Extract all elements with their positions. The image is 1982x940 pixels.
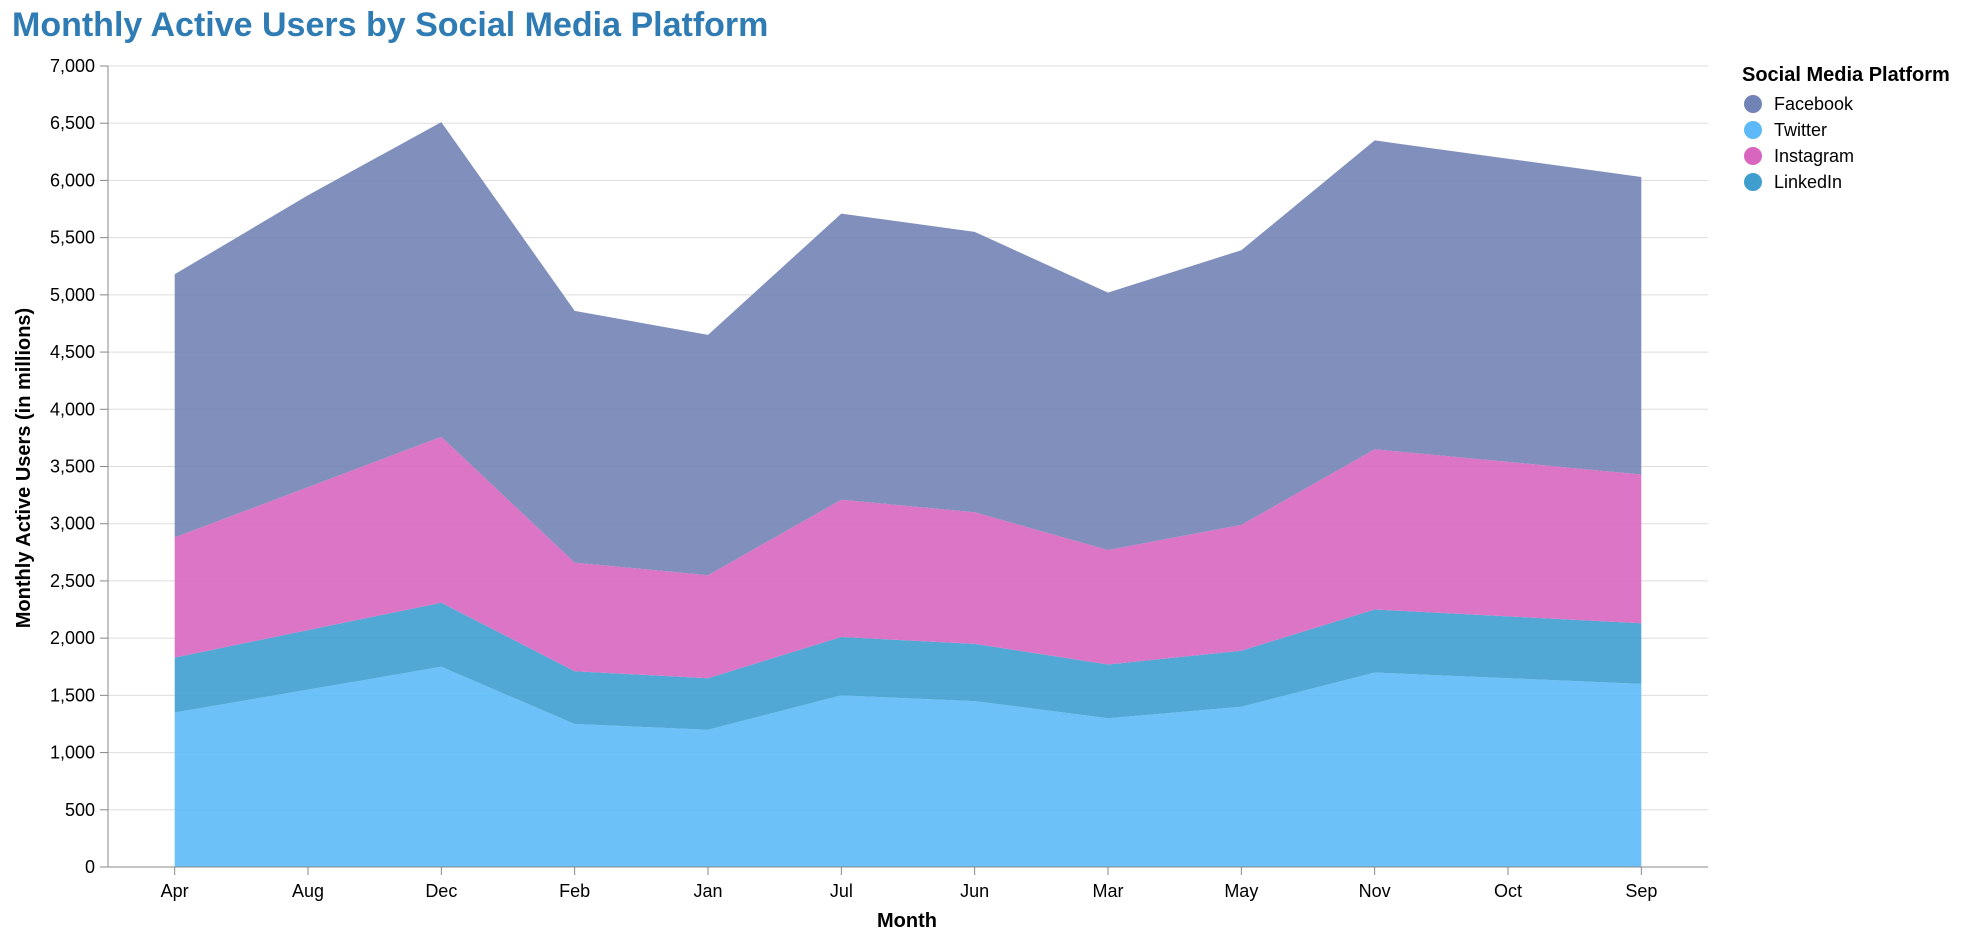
legend-item-linkedin[interactable]: LinkedIn (1742, 169, 1950, 195)
legend-swatch (1744, 173, 1762, 191)
x-tick-label: Apr (161, 881, 189, 901)
legend-items: Facebook Twitter Instagram LinkedIn (1742, 91, 1950, 195)
area-linkedin[interactable] (174, 602, 1642, 730)
chart-title: Monthly Active Users by Social Media Pla… (12, 6, 769, 44)
legend-item-twitter[interactable]: Twitter (1742, 117, 1950, 143)
x-tick-label: Jun (960, 881, 989, 901)
legend-label: Twitter (1774, 119, 1828, 140)
y-tick-label: 5,500 (50, 228, 95, 248)
x-tick-label: Feb (559, 881, 590, 901)
x-tick-label: Sep (1625, 881, 1657, 901)
x-tick-label: Aug (292, 881, 324, 901)
legend-item-instagram[interactable]: Instagram (1742, 143, 1950, 169)
y-tick-label: 4,000 (50, 399, 95, 419)
y-tick-label: 4,500 (50, 342, 95, 362)
y-tick-label: 6,000 (50, 170, 95, 190)
y-tick-label: 2,000 (50, 628, 95, 648)
legend-label: LinkedIn (1774, 171, 1843, 192)
x-tick-label: Dec (425, 881, 457, 901)
area-facebook[interactable] (174, 122, 1642, 576)
x-tick-label: Oct (1494, 881, 1522, 901)
y-tick-label: 3,000 (50, 514, 95, 534)
legend-swatch (1744, 147, 1762, 165)
legend-item-facebook[interactable]: Facebook (1742, 91, 1950, 117)
x-tick-label: Jul (830, 881, 853, 901)
x-tick-label: Mar (1093, 881, 1124, 901)
x-tick-label: Nov (1359, 881, 1391, 901)
legend-swatch (1744, 95, 1762, 113)
y-tick-label: 0 (85, 857, 95, 877)
y-tick-label: 1,500 (50, 685, 95, 705)
y-tick-label: 3,500 (50, 457, 95, 477)
x-axis-title: Month (877, 910, 937, 932)
legend-label: Facebook (1774, 93, 1854, 114)
area-series-layer (174, 122, 1642, 867)
y-tick-label: 500 (65, 800, 95, 820)
y-tick-label: 5,000 (50, 285, 95, 305)
y-axis-title: Monthly Active Users (in millions) (13, 308, 35, 628)
area-instagram[interactable] (174, 436, 1642, 679)
legend-swatch (1744, 121, 1762, 139)
legend-label: Instagram (1774, 145, 1855, 166)
y-tick-label: 6,500 (50, 113, 95, 133)
legend-title: Social Media Platform (1742, 64, 1950, 86)
y-tick-label: 7,000 (50, 56, 95, 76)
axes: 0 500 1,000 1,500 2,000 2,500 3,000 3,500 4,000 4… (50, 56, 1708, 901)
x-tick-label: May (1224, 881, 1258, 901)
y-tick-label: 2,500 (50, 571, 95, 591)
legend: Social Media Platform Facebook Twitter Ins… (1742, 64, 1950, 195)
x-tick-label: Jan (693, 881, 722, 901)
y-tick-label: 1,000 (50, 743, 95, 763)
area-twitter[interactable] (174, 666, 1642, 867)
